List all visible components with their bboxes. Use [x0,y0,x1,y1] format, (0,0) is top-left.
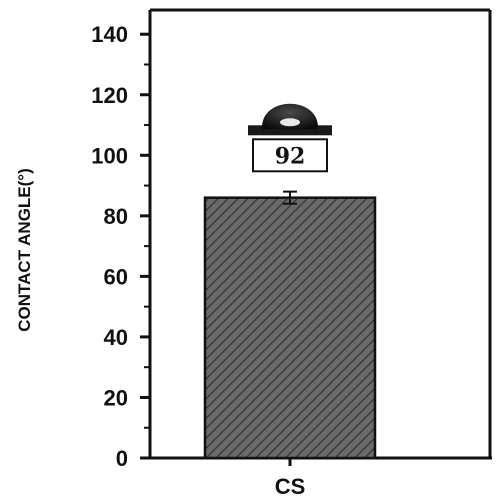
contact-angle-value-box [252,138,328,173]
y-axis-title: CONTACT ANGLE(°) [15,168,34,332]
y-tick-label: 0 [116,446,128,471]
bars [203,190,377,460]
y-tick-label: 120 [91,83,128,108]
water-droplet-icon [248,103,332,136]
annotations: 92 [248,103,332,173]
y-tick-label: 80 [104,204,128,229]
y-tick-label: 20 [104,385,128,410]
y-tick-label: 60 [104,264,128,289]
y-ticks: 0 20 40 60 80 100 120 140 [91,22,150,471]
y-tick-label: 140 [91,22,128,47]
y-tick-label: 100 [91,143,128,168]
x-tick-label: CS [275,474,306,496]
y-tick-label: 40 [104,325,128,350]
contact-angle-value: 92 [275,143,306,169]
bar-cs [203,196,377,460]
x-labels: CS [275,458,306,496]
